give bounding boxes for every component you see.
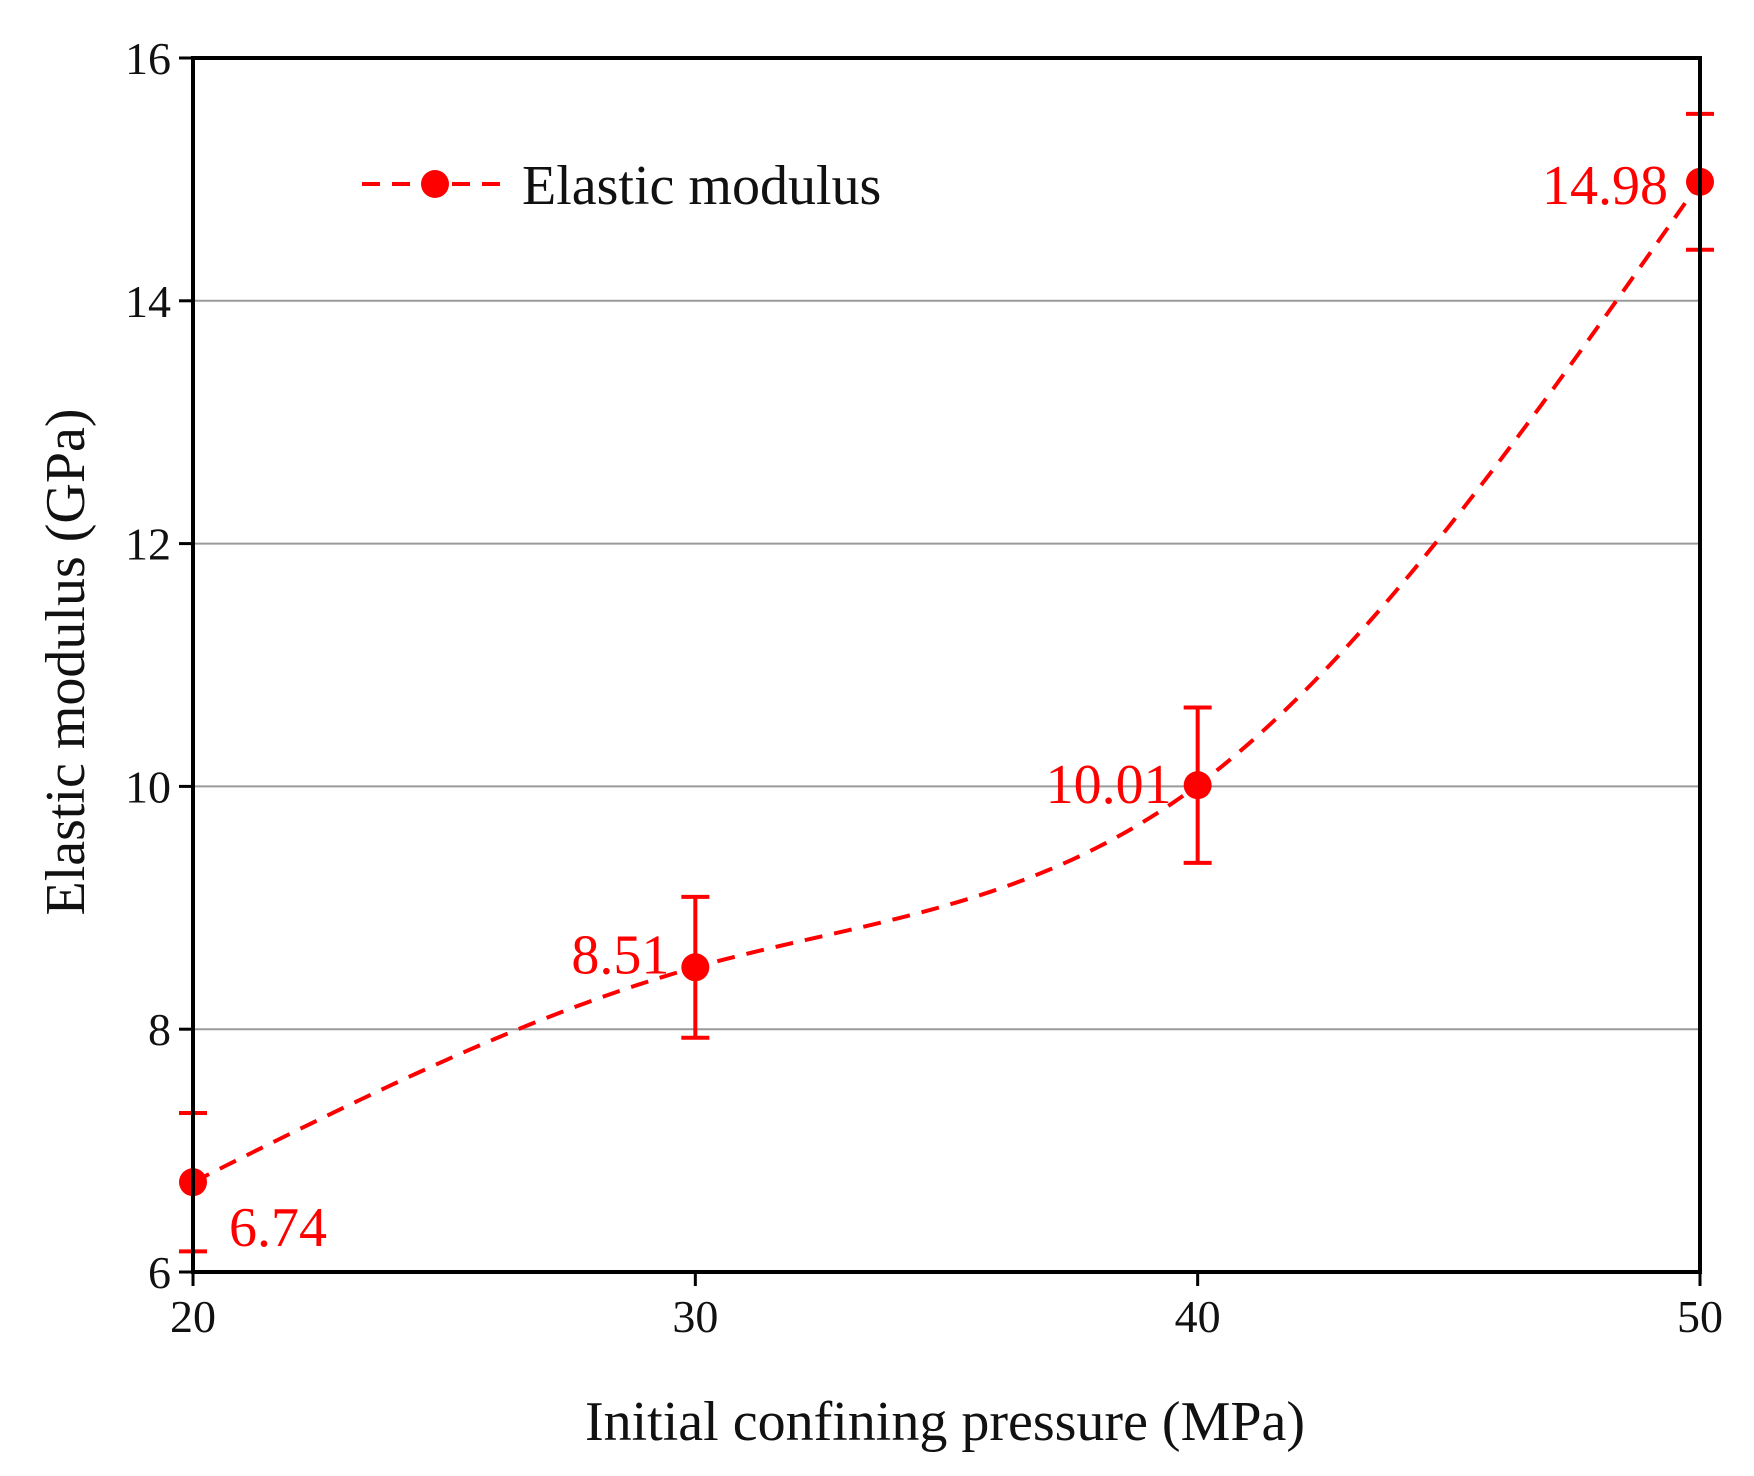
x-tick-label: 40 [1175, 1291, 1221, 1342]
x-tick-label: 20 [170, 1291, 216, 1342]
legend-marker [421, 170, 449, 198]
curve-layer [192, 180, 1702, 1184]
y-tick-label: 14 [125, 276, 171, 327]
y-axis-title: Elastic modulus (GPa) [35, 408, 97, 915]
y-tick-label: 12 [125, 519, 171, 570]
data-label: 10.01 [1046, 754, 1172, 816]
legend-label: Elastic modulus [522, 155, 881, 217]
y-tick-label: 8 [148, 1004, 171, 1055]
data-label: 6.74 [229, 1197, 327, 1259]
y-tick-label: 6 [148, 1247, 171, 1298]
data-label: 14.98 [1542, 155, 1668, 217]
legend: Elastic modulus [362, 155, 881, 217]
x-tick-label: 50 [1677, 1291, 1723, 1342]
grid-lines [193, 299, 1700, 1031]
axis-ticks: 6 8 10 12 14 16 20 30 40 50 [125, 33, 1723, 1342]
data-label-layer: 6.74 8.51 10.01 14.98 [229, 155, 1668, 1259]
data-label: 8.51 [571, 924, 669, 986]
x-axis-title: Initial confining pressure (MPa) [585, 1391, 1305, 1453]
x-tick-label: 30 [672, 1291, 718, 1342]
plot-frame [191, 56, 1702, 1274]
marker-layer [179, 111, 1714, 1254]
series-line [192, 180, 1702, 1184]
y-tick-label: 16 [125, 33, 171, 84]
data-point [1183, 771, 1212, 800]
data-point [681, 953, 710, 982]
y-tick-label: 10 [125, 761, 171, 812]
